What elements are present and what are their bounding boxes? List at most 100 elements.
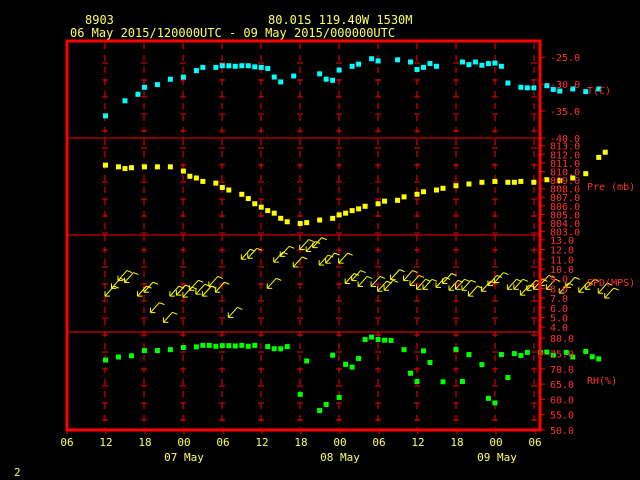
wind-barb-flag [451,273,457,276]
humidity-point [511,351,517,357]
wind-barb [123,272,139,284]
pressure-point [103,162,108,168]
temperature-point [369,56,375,62]
pressure-point [602,149,608,155]
x-tick-label: 18 [138,436,151,449]
y-tick-label: 805.0 [550,210,580,221]
wind-barb [149,302,165,314]
x-tick-label: 06 [372,436,385,449]
humidity-point [349,364,355,370]
wind-barb-flag [327,254,334,258]
wind-barb [545,278,561,290]
pressure-point [349,208,355,214]
humidity-point [265,344,271,350]
temperature-point [433,63,439,69]
y-tick-label: 70.0 [550,365,574,376]
temperature-point [583,89,589,95]
wind-barb-flag [425,278,431,282]
wind-barb-staff [578,281,589,293]
temperature-point [531,85,537,91]
wind-barb-staff [545,278,556,290]
x-tick-label: 00 [177,436,190,449]
wind-barb-staff [422,278,433,290]
wind-barb [584,278,600,290]
pressure-point [258,204,264,210]
wind-barb-staff [124,272,134,283]
wind-barb-flag [133,272,139,275]
wind-barb-flag [431,278,438,282]
wind-barb-flag [548,274,555,278]
pressure-point [414,191,420,197]
pressure-point [433,187,439,193]
temperature-point [167,76,173,82]
humidity-point [388,337,394,343]
wind-barb-flag [198,279,204,283]
wind-barb [292,256,308,268]
wind-barb [370,275,386,287]
x-axis-labels: 06 12 18 00 06 12 18 00 06 12 18 00 06 07 May 08 May 09… [60,430,542,464]
wind-barb-staff [117,270,128,281]
humidity-point [375,337,381,343]
x-tick-label: 12 [411,436,424,449]
temperature-point [472,59,478,65]
wind-barb [325,252,340,264]
y-tick-label: 75.0 [550,349,574,360]
y-axis-unit-label: T(C) [587,86,611,97]
temperature-point [252,64,258,70]
humidity-point [440,379,446,385]
wind-barb-staff [455,278,465,290]
pressure-point [213,180,219,186]
panel-separators [67,137,540,333]
wind-barb-flag [360,270,366,274]
wind-barb-flag [113,285,120,289]
wind-barb [390,269,405,281]
y-tick-label: 807.0 [550,193,580,204]
wind-barb-staff [481,280,491,292]
station-location: 80.01S 119.40W 1530M [268,13,413,27]
humidity-point [485,395,491,401]
wind-barb-staff [195,283,206,295]
wind-barb [357,275,373,287]
pressure-point [544,177,550,183]
y-axis-labels: -25.0-30.0-35.0-40.0T(C)813.0812.0811.08… [540,53,635,437]
temperature-point [135,91,141,97]
pressure-point [505,179,511,185]
y-tick-label: 50.0 [550,426,574,437]
wind-barb-staff [597,282,608,294]
wind-barb-staff [435,277,446,288]
temperature-point [550,86,556,92]
wind-barb-flag [392,279,399,283]
temperature-point [317,71,323,77]
wind-barb-staff [461,279,472,291]
wind-barb-flag [418,274,425,278]
wind-barb-staff [273,251,284,263]
temperature-point [505,80,511,86]
humidity-point [369,334,375,340]
pressure-point [453,183,459,189]
wind-barb-flag [594,278,600,282]
wind-barb-flag [503,272,509,275]
wind-barb-staff [416,278,426,290]
humidity-point [206,342,212,348]
wind-barb-staff [377,280,387,292]
wind-barb [506,278,522,290]
temperature-point [492,60,498,66]
y-tick-label: -30.0 [550,80,580,91]
temperature-point [103,113,108,119]
pressure-point [122,166,128,172]
x-tick-label: 06 [60,436,73,449]
pressure-point [440,185,446,191]
pressure-point [304,220,310,226]
humidity-point [103,357,108,363]
wind-barb-staff [208,276,219,287]
temperature-point [245,63,251,69]
temperature-point [213,64,219,70]
pressure-point [154,164,160,170]
humidity-point [427,360,433,366]
y-tick-label: 60.0 [550,395,574,406]
x-tick-label: 00 [489,436,502,449]
wind-barb-staff [227,307,238,318]
humidity-point [596,356,602,362]
wind-barb-staff [370,276,381,287]
humidity-point [466,352,472,358]
